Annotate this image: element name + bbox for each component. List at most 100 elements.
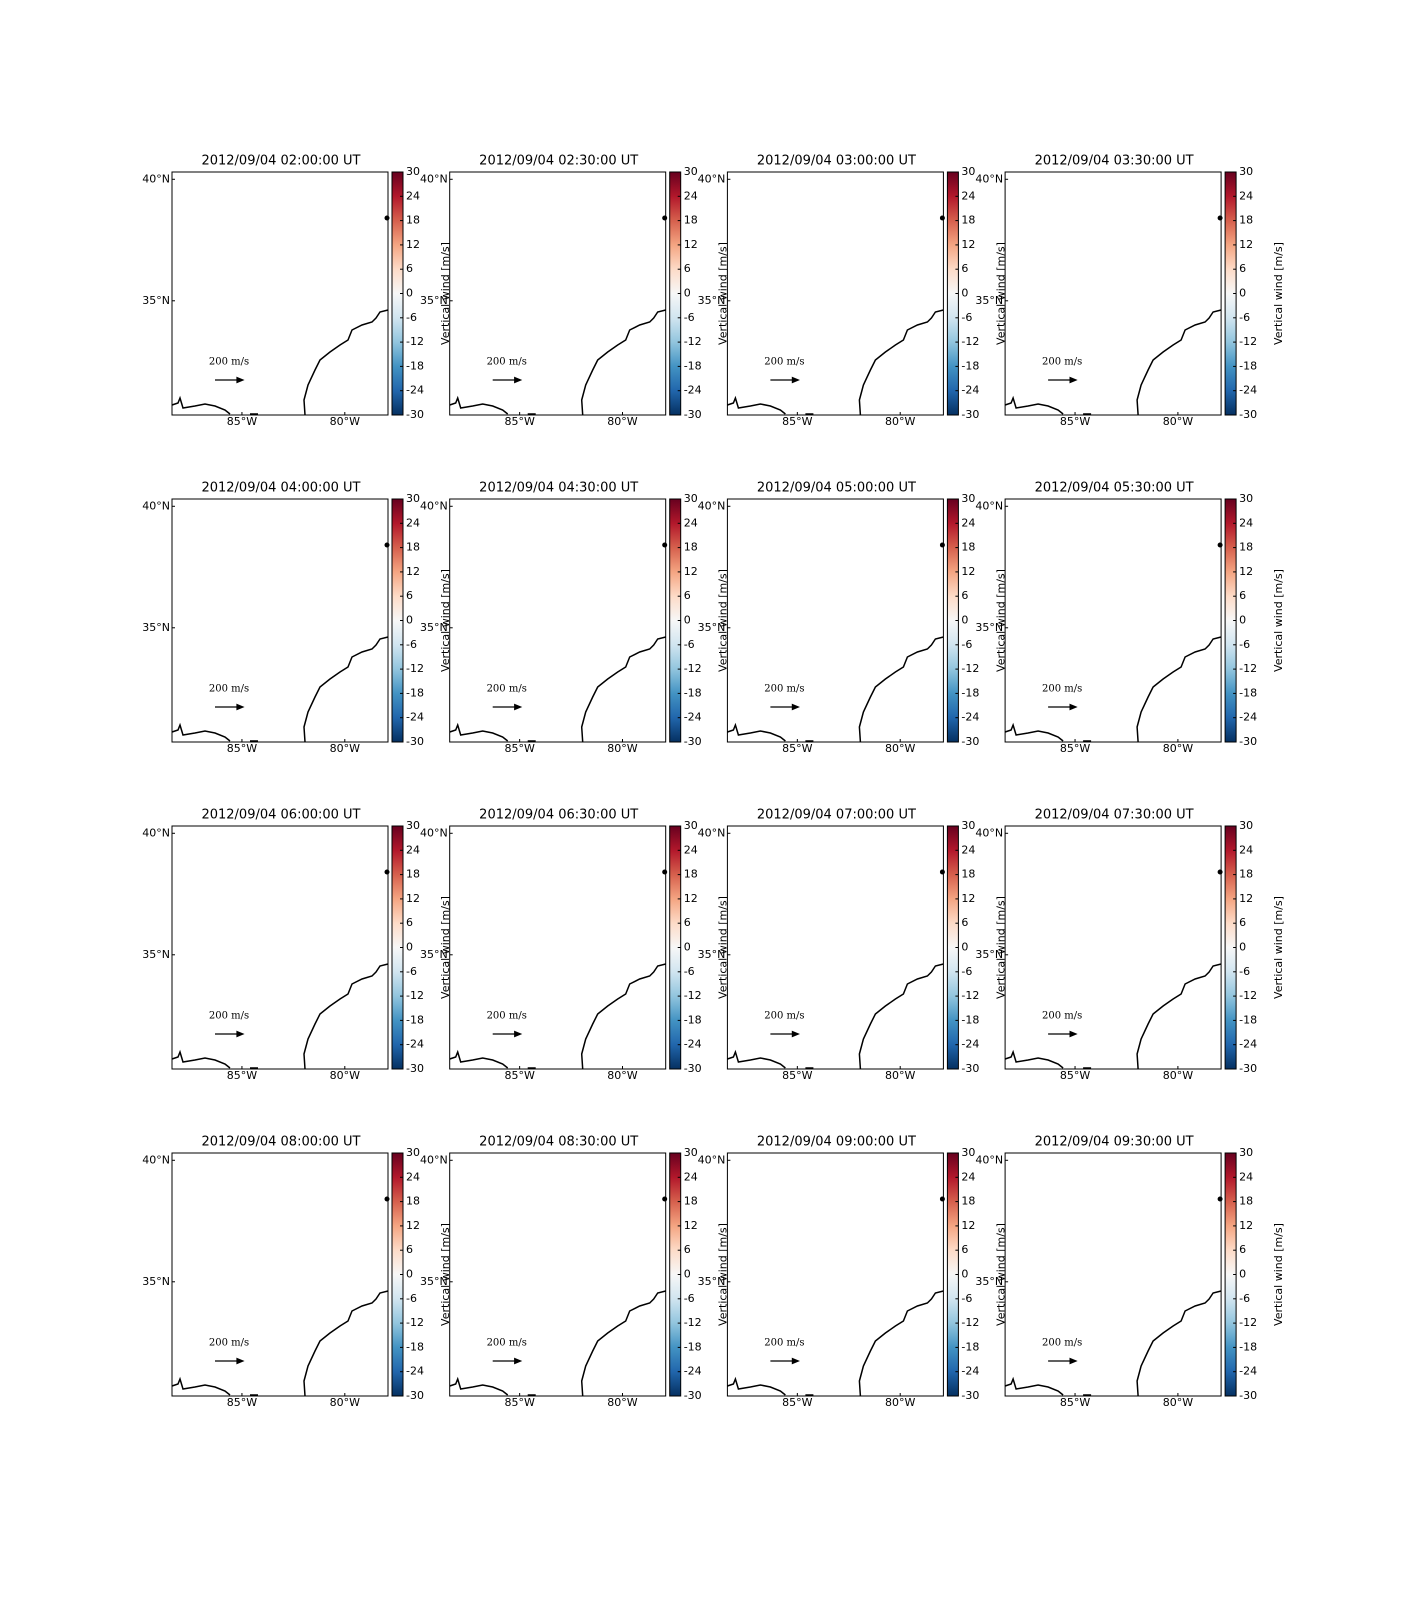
coastline xyxy=(1004,1049,1092,1069)
colorbar-tick-label: -24 xyxy=(1239,1365,1257,1378)
colorbar-tick-label: -24 xyxy=(406,1038,424,1051)
colorbar-tick-label: 6 xyxy=(1239,1243,1246,1256)
colorbar-tick-label: 6 xyxy=(961,1243,968,1256)
colorbar-tick-label: 18 xyxy=(684,541,698,554)
colorbar-label: Vertical wind [m/s] xyxy=(717,896,730,999)
x-tick-label: 80°W xyxy=(330,1069,360,1082)
colorbar-tick-label: -30 xyxy=(406,1389,424,1402)
colorbar-tick-label: 6 xyxy=(406,589,413,602)
map-area xyxy=(727,1153,944,1396)
x-tick-label: 85°W xyxy=(504,415,534,428)
colorbar-tick-label: -24 xyxy=(684,384,702,397)
quiver-key-label: 200 m/s xyxy=(209,357,249,368)
map-area xyxy=(727,172,944,415)
coastline xyxy=(171,1049,258,1069)
quiver-key-arrow xyxy=(215,1030,245,1038)
colorbar-tick-label: -12 xyxy=(684,335,702,348)
island xyxy=(939,215,945,221)
map-area xyxy=(172,826,388,1069)
panel-title: 2012/09/04 03:00:00 UT xyxy=(757,154,916,169)
colorbar-tick-label: 0 xyxy=(1239,941,1246,954)
colorbar-tick-label: 30 xyxy=(961,1146,975,1159)
colorbar-tick-label: 18 xyxy=(684,868,698,881)
quiver-key-arrow xyxy=(1048,703,1078,711)
colorbar-tick-label: 12 xyxy=(684,892,698,905)
y-tick-label: 35°N xyxy=(420,948,448,961)
colorbar-tick-label: -30 xyxy=(961,735,979,748)
colorbar-label: Vertical wind [m/s] xyxy=(439,242,452,345)
colorbar-tick-label: 24 xyxy=(1239,516,1253,529)
y-tick-label: 40°N xyxy=(698,172,726,185)
island xyxy=(939,542,945,548)
map-area xyxy=(727,499,944,742)
x-tick-label: 80°W xyxy=(607,742,637,755)
map-area xyxy=(1005,172,1222,415)
y-tick-label: 35°N xyxy=(420,621,448,634)
map-frame xyxy=(449,1152,667,1397)
map-area xyxy=(449,172,666,415)
island xyxy=(939,869,945,875)
map-panel: 2012/09/04 03:30:00 UT 85°W 80°W 35°N 40°N 20… xyxy=(975,154,1285,429)
colorbar-tick-label: 6 xyxy=(684,916,691,929)
map-panel: 2012/09/04 08:00:00 UT 85°W 80°W 35°N 40°N 20… xyxy=(142,1135,452,1410)
colorbar-tick-label: 0 xyxy=(406,287,413,300)
x-tick-label: 85°W xyxy=(504,1069,534,1082)
quiver-key-arrow xyxy=(770,376,800,384)
colorbar-tick-label: 24 xyxy=(961,189,975,202)
y-tick-label: 35°N xyxy=(142,1275,170,1288)
colorbar-tick-label: -18 xyxy=(406,686,424,699)
panel-title: 2012/09/04 05:00:00 UT xyxy=(757,481,916,496)
panel-title: 2012/09/04 02:00:00 UT xyxy=(201,154,360,169)
x-tick-label: 85°W xyxy=(227,415,257,428)
colorbar-tick-label: 30 xyxy=(406,1146,420,1159)
coastline xyxy=(303,636,389,743)
x-tick-label: 80°W xyxy=(607,1396,637,1409)
map-panel: 2012/09/04 02:30:00 UT 85°W 80°W 35°N 40°N 20… xyxy=(420,154,730,429)
x-tick-label: 85°W xyxy=(782,1069,812,1082)
colorbar-tick-label: -6 xyxy=(406,311,417,324)
coastline xyxy=(858,1290,944,1397)
y-tick-label: 40°N xyxy=(420,172,448,185)
colorbar-tick-label: 24 xyxy=(1239,189,1253,202)
panel-title: 2012/09/04 04:00:00 UT xyxy=(201,481,360,496)
x-tick-label: 80°W xyxy=(330,742,360,755)
panel-title: 2012/09/04 08:00:00 UT xyxy=(201,1135,360,1150)
colorbar-tick-label: 12 xyxy=(684,565,698,578)
colorbar-tick-label: -24 xyxy=(684,1365,702,1378)
quiver-key-label: 200 m/s xyxy=(1042,1338,1082,1349)
island xyxy=(1217,869,1223,875)
quiver-key-arrow xyxy=(492,376,523,384)
quiver-key-arrow xyxy=(770,1030,800,1038)
colorbar-tick-label: 18 xyxy=(961,214,975,227)
colorbar-tick-label: -30 xyxy=(406,735,424,748)
quiver-key-label: 200 m/s xyxy=(209,1011,249,1022)
quiver-key-arrow xyxy=(492,1030,523,1038)
coastline xyxy=(449,1376,536,1396)
colorbar-tick-label: -12 xyxy=(406,662,424,675)
colorbar-tick-label: 30 xyxy=(961,492,975,505)
x-tick-label: 85°W xyxy=(1060,1069,1090,1082)
y-tick-label: 35°N xyxy=(975,621,1003,634)
colorbar-label: Vertical wind [m/s] xyxy=(994,1223,1007,1326)
colorbar-tick-label: 24 xyxy=(406,843,420,856)
map-panel: 2012/09/04 05:30:00 UT 85°W 80°W 35°N 40°N 20… xyxy=(975,481,1285,756)
colorbar-tick-label: 12 xyxy=(406,892,420,905)
colorbar-tick-label: -30 xyxy=(406,408,424,421)
map-area xyxy=(172,499,388,742)
map-frame xyxy=(726,825,944,1070)
colorbar-tick-label: -6 xyxy=(961,1292,972,1305)
colorbar-tick-label: -30 xyxy=(684,1062,702,1075)
colorbar-tick-label: 24 xyxy=(1239,843,1253,856)
colorbar-tick-label: -18 xyxy=(1239,359,1257,372)
colorbar-tick-label: 30 xyxy=(684,1146,698,1159)
x-tick-label: 85°W xyxy=(1060,1396,1090,1409)
colorbar-label: Vertical wind [m/s] xyxy=(1272,242,1285,345)
colorbar-tick-label: 0 xyxy=(961,1268,968,1281)
colorbar-label: Vertical wind [m/s] xyxy=(1272,1223,1285,1326)
colorbar-tick-label: -18 xyxy=(684,1013,702,1026)
panel-title: 2012/09/04 07:30:00 UT xyxy=(1035,808,1194,823)
coastline xyxy=(171,395,258,415)
y-tick-label: 35°N xyxy=(698,1275,726,1288)
colorbar-tick-label: 18 xyxy=(406,1195,420,1208)
